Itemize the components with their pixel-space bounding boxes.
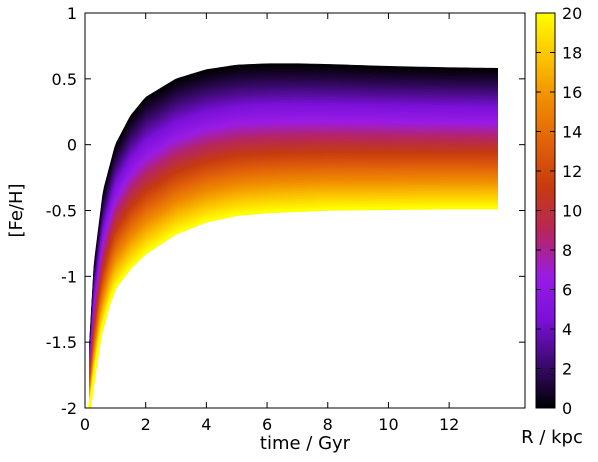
colorbar-title: R / kpc [521, 427, 583, 448]
x-tick-label: 12 [439, 415, 459, 434]
x-tick-label: 8 [323, 415, 333, 434]
colorbar-tick-label: 0 [562, 399, 572, 418]
y-tick-label: -1 [61, 267, 77, 286]
x-tick-label: 0 [80, 415, 90, 434]
colorbar-axis: 0 2 4 6 8 10 12 14 16 18 20 [536, 4, 582, 418]
colorbar-tick-label: 2 [562, 360, 572, 379]
x-tick-label: 2 [141, 415, 151, 434]
metallicity-band-region [88, 63, 498, 409]
outer-radius-track [88, 206, 498, 409]
x-tick-label: 6 [262, 415, 272, 434]
x-axis: 0 2 4 6 8 10 12 [80, 13, 459, 434]
x-tick-label: 4 [201, 415, 211, 434]
colorbar-tick-label: 14 [562, 123, 582, 142]
colorbar-tick-label: 20 [562, 4, 582, 23]
colorbar-tick-label: 12 [562, 162, 582, 181]
colorbar-tick-label: 6 [562, 281, 572, 300]
y-tick-label: 1 [67, 4, 77, 23]
x-tick-label: 10 [378, 415, 398, 434]
colorbar-tick-label: 18 [562, 44, 582, 63]
y-tick-label: 0 [67, 136, 77, 155]
colorbar-tick-label: 4 [562, 320, 572, 339]
colorbar-tick-label: 10 [562, 202, 582, 221]
colorbar-tick-label: 16 [562, 83, 582, 102]
y-axis: -2 -1.5 -1 -0.5 0 0.5 1 [46, 4, 525, 418]
colorbar-tick-label: 8 [562, 241, 572, 260]
y-tick-label: -2 [61, 399, 77, 418]
y-axis-title: [Fe/H] [6, 183, 27, 237]
y-tick-label: 0.5 [52, 70, 77, 89]
y-tick-label: -0.5 [46, 202, 77, 221]
y-tick-label: -1.5 [46, 333, 77, 352]
x-axis-title: time / Gyr [260, 433, 351, 454]
